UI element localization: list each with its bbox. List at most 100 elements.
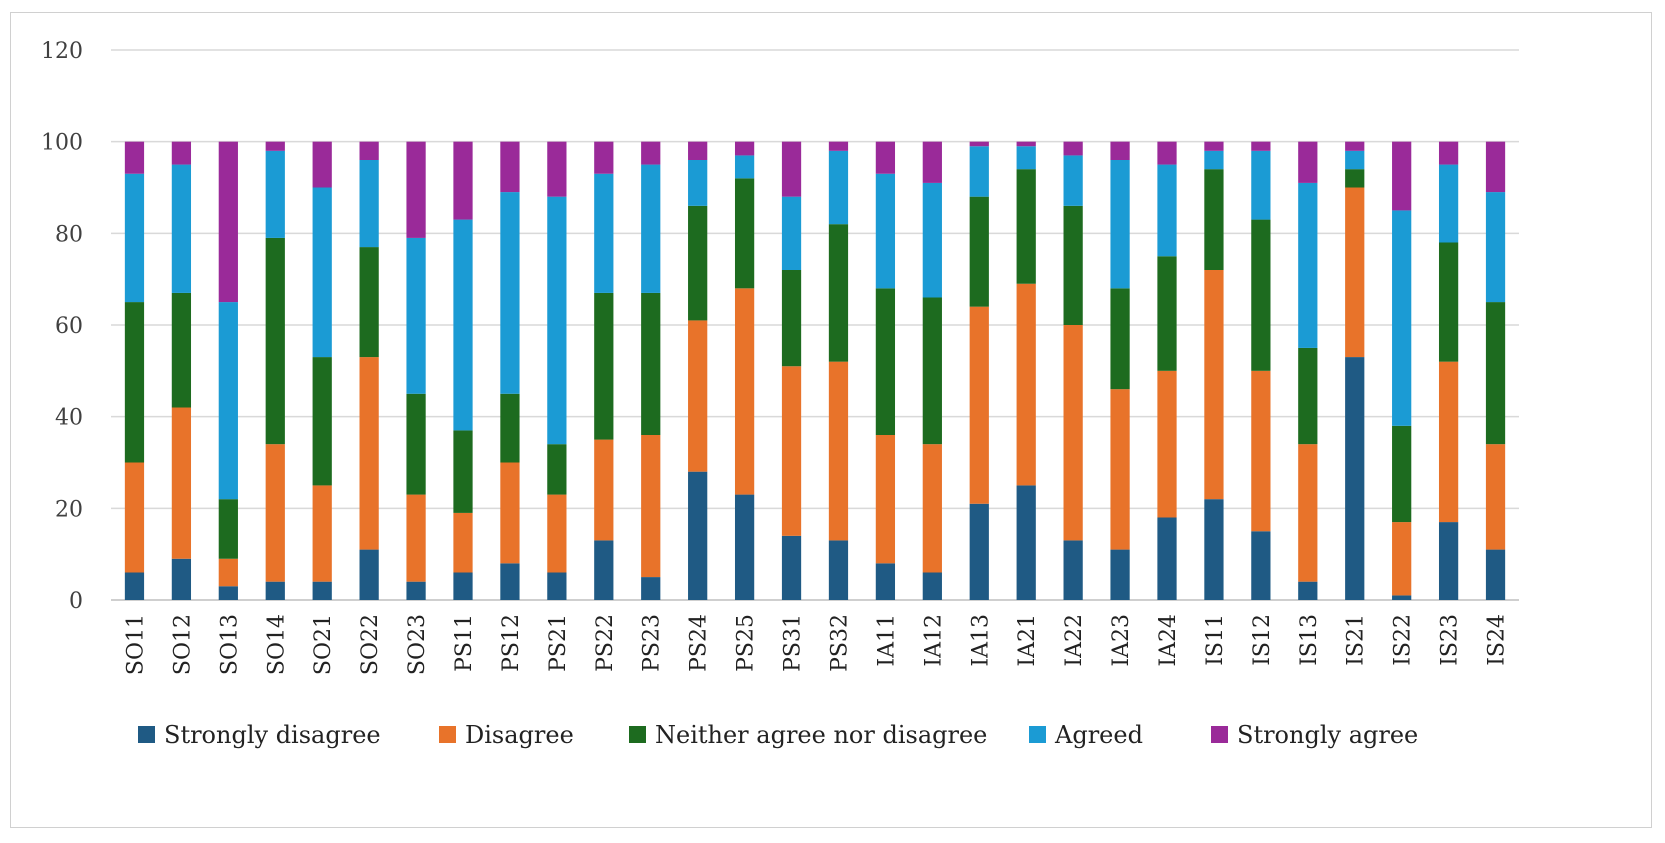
bar-segment-is24-series-1 <box>1485 444 1506 550</box>
bar-segment-ia22-series-0 <box>1063 540 1083 600</box>
y-tick-label: 80 <box>55 222 83 247</box>
bar-segment-is22-series-1 <box>1392 522 1412 596</box>
x-category-label: SO21 <box>311 614 336 675</box>
y-tick-label: 0 <box>69 589 83 614</box>
x-category-label: SO23 <box>405 614 430 675</box>
bar-segment-is11-series-4 <box>1204 141 1224 151</box>
bar-segment-so12-series-1 <box>171 407 192 559</box>
bar-segment-ps21-series-1 <box>547 494 567 573</box>
x-category-label: PS32 <box>827 614 852 672</box>
x-category-label: SO13 <box>217 614 242 675</box>
bar-segment-ia24-series-0 <box>1157 517 1177 600</box>
bar-segment-ps25-series-2 <box>734 178 755 289</box>
x-category-label: PS23 <box>640 614 665 672</box>
x-category-label: PS31 <box>781 614 806 672</box>
legend-swatch <box>1029 726 1046 743</box>
bar-segment-ps32-series-0 <box>828 540 849 600</box>
bar-segment-so14-series-4 <box>265 141 285 151</box>
y-tick-label: 40 <box>55 406 83 431</box>
bar-segment-is13-series-2 <box>1298 347 1318 445</box>
bar-segment-ia21-series-3 <box>1016 146 1036 170</box>
bar-segment-ps21-series-3 <box>547 196 567 445</box>
bar-segment-is13-series-1 <box>1298 444 1318 582</box>
bar-segment-so13-series-4 <box>218 141 238 303</box>
bar-segment-so21-series-0 <box>312 581 332 600</box>
bar-segment-ps23-series-1 <box>641 435 661 578</box>
bar-segment-ps22-series-1 <box>594 439 614 541</box>
bar-segment-so14-series-0 <box>265 581 285 600</box>
bar-segment-ps31-series-3 <box>781 196 802 270</box>
bar-segment-ps11-series-0 <box>453 572 473 600</box>
bar-segment-so13-series-1 <box>218 558 238 587</box>
bar-segment-is24-series-0 <box>1485 549 1506 600</box>
bar-segment-so22-series-3 <box>359 160 379 248</box>
bar-segment-so21-series-1 <box>312 485 332 582</box>
bar-segment-is22-series-4 <box>1392 141 1412 211</box>
x-category-label: IS11 <box>1203 614 1228 666</box>
x-axis-category-labels: SO11 SO12 SO13 SO14 SO21 SO22 SO23 PS11 PS12 PS21… <box>123 614 1509 675</box>
x-category-label: IS23 <box>1438 614 1463 666</box>
bar-segment-ia13-series-4 <box>969 141 989 147</box>
bar-segment-so11-series-1 <box>124 462 145 573</box>
bar-segment-ps22-series-2 <box>594 292 614 440</box>
bar-segment-is21-series-0 <box>1345 357 1365 600</box>
bar-segment-ps12-series-1 <box>500 462 520 564</box>
bar-segment-ps24-series-2 <box>688 205 708 321</box>
x-category-label: IA22 <box>1062 614 1087 667</box>
bar-segment-so14-series-1 <box>265 444 285 582</box>
bar-segment-so22-series-2 <box>359 247 379 358</box>
bar-segment-so23-series-1 <box>406 494 426 582</box>
bar-segment-is13-series-4 <box>1298 141 1318 183</box>
x-category-label: PS24 <box>687 614 712 672</box>
bar-segment-is11-series-3 <box>1204 150 1224 170</box>
stacked-bar-chart: 0 20 40 60 80 100 120 SO11 SO12 SO13 SO14 SO21 SO22… <box>41 39 1519 749</box>
bar-segment-ia11-series-2 <box>875 288 896 435</box>
bar-segment-is12-series-4 <box>1251 141 1271 151</box>
bar-segment-ia23-series-2 <box>1110 288 1130 390</box>
bar-segment-ps22-series-4 <box>594 141 614 174</box>
x-category-label: IA23 <box>1109 614 1134 667</box>
legend-label: Strongly disagree <box>164 721 381 749</box>
bar-segment-ia24-series-1 <box>1157 370 1177 518</box>
gridlines <box>111 49 1519 601</box>
bar-segment-is22-series-2 <box>1392 425 1412 523</box>
bar-segment-ia23-series-0 <box>1110 549 1130 600</box>
x-category-label: IS12 <box>1250 614 1275 666</box>
bar-segment-ia22-series-2 <box>1063 205 1083 325</box>
bar-segment-is22-series-0 <box>1392 595 1412 600</box>
bar-segment-ia12-series-2 <box>922 297 942 445</box>
x-category-label: SO14 <box>264 614 289 675</box>
bar-segment-ia23-series-4 <box>1110 141 1130 160</box>
x-category-label: SO11 <box>123 614 148 675</box>
bar-segment-so12-series-2 <box>171 292 192 408</box>
bar-segment-so23-series-2 <box>406 393 426 495</box>
bar-segment-ia13-series-3 <box>969 146 989 197</box>
legend-swatch <box>138 726 155 743</box>
x-category-label: IS22 <box>1391 614 1416 666</box>
bar-segment-is23-series-1 <box>1438 361 1459 523</box>
bar-segment-ps12-series-2 <box>500 393 520 463</box>
bar-segment-ia13-series-2 <box>969 196 989 307</box>
legend: Strongly disagree Disagree Neither agree n… <box>138 721 1418 749</box>
x-category-label: PS11 <box>452 614 477 672</box>
bar-segment-ia21-series-4 <box>1016 141 1036 147</box>
bar-segment-ia11-series-0 <box>875 563 896 600</box>
bar-segment-ps25-series-3 <box>734 155 755 179</box>
bar-segment-ia11-series-3 <box>875 173 896 289</box>
bar-segment-so23-series-3 <box>406 237 426 394</box>
x-category-label: IS13 <box>1297 614 1322 666</box>
bar-segment-so21-series-4 <box>312 141 332 188</box>
bar-segment-ia23-series-1 <box>1110 389 1130 550</box>
bar-segment-ia21-series-1 <box>1016 283 1036 486</box>
bar-segment-is21-series-3 <box>1345 150 1365 170</box>
bar-segment-is13-series-0 <box>1298 581 1318 600</box>
bar-segment-ia11-series-1 <box>875 435 896 564</box>
bar-segment-is12-series-0 <box>1251 531 1271 600</box>
bar-segment-ps11-series-1 <box>453 512 473 573</box>
bar-segment-so21-series-2 <box>312 357 332 486</box>
bar-segment-ps25-series-0 <box>734 494 755 600</box>
bar-segment-ps12-series-3 <box>500 192 520 394</box>
bar-segment-ia22-series-3 <box>1063 155 1083 206</box>
bar-segment-ia24-series-3 <box>1157 164 1177 257</box>
bar-segment-ps32-series-2 <box>828 224 849 362</box>
